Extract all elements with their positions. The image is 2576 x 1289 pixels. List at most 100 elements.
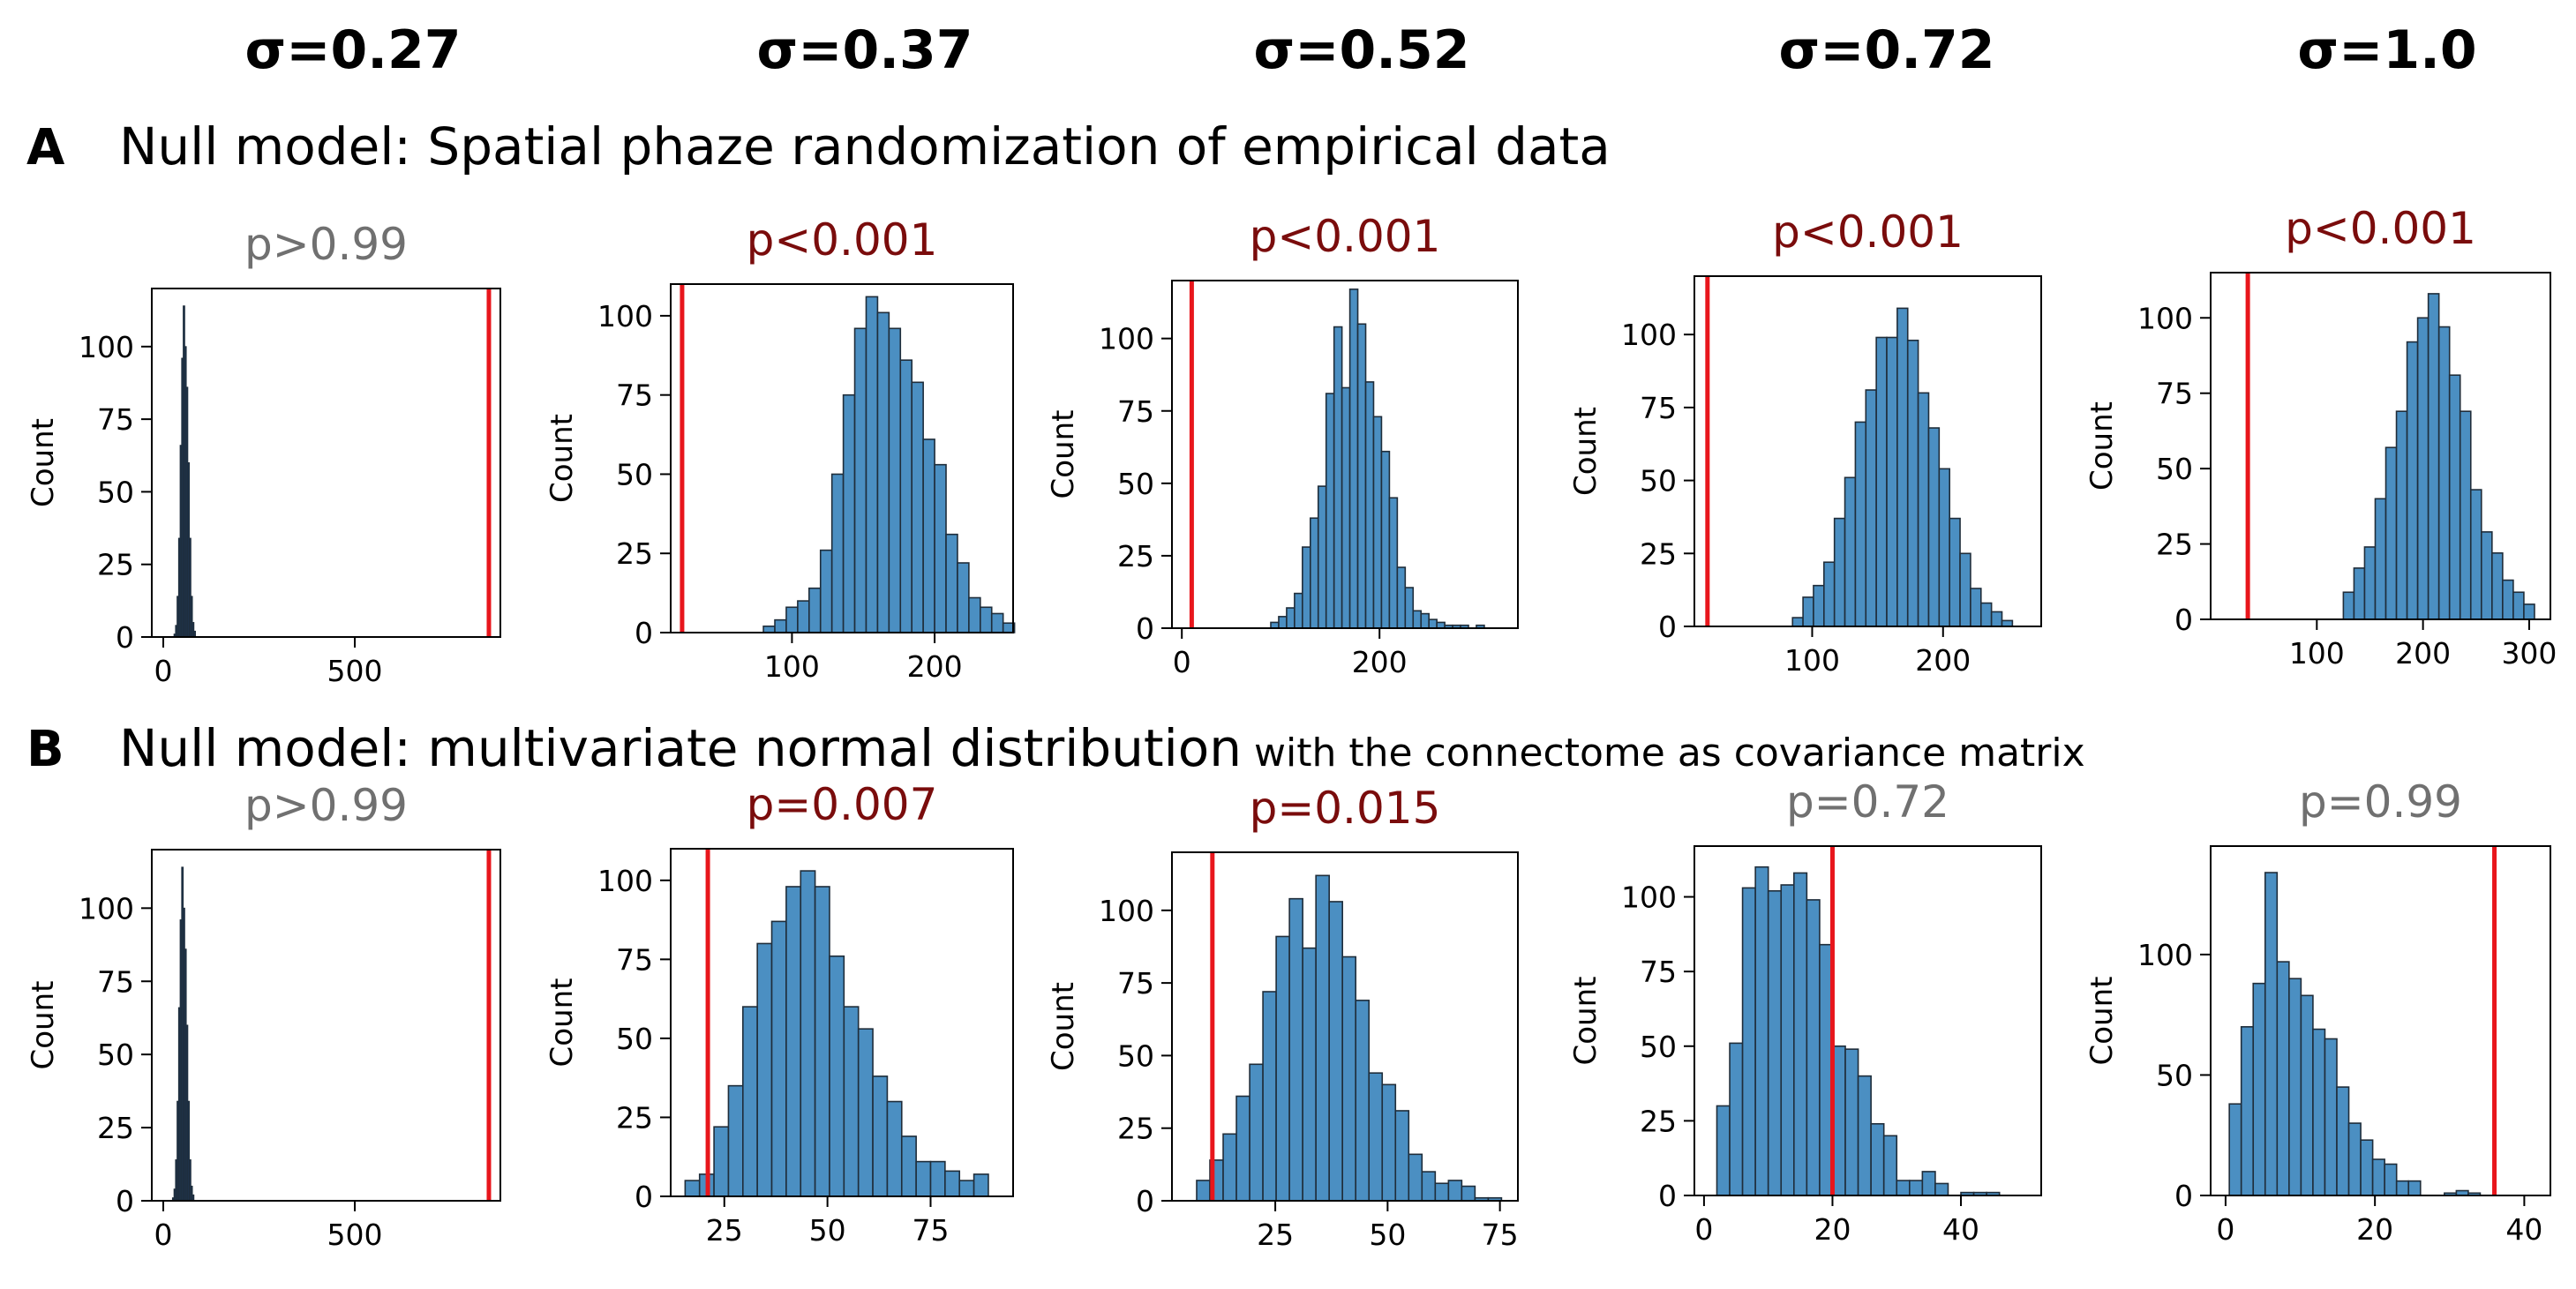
histogram-bar	[2252, 982, 2266, 1196]
y-tick-label: 50	[97, 475, 134, 509]
histogram-bar	[968, 596, 981, 633]
y-tick-label: 25	[97, 548, 134, 582]
x-tick-label: 200	[1915, 643, 1971, 678]
histogram-bar	[2336, 1086, 2350, 1196]
histogram-bar	[1882, 1135, 1898, 1196]
histogram-bar	[800, 870, 816, 1197]
x-tick-label: 40	[2505, 1212, 2542, 1247]
sigma-label: σ=1.0	[2297, 19, 2476, 81]
histogram-bar	[990, 612, 1004, 633]
x-tick-label: 75	[1482, 1218, 1519, 1252]
histogram-bar	[2512, 591, 2525, 620]
plot-frame	[2210, 272, 2551, 620]
plot-frame	[151, 849, 501, 1202]
x-tick-label: 75	[912, 1213, 950, 1248]
histogram-bar	[1979, 602, 1993, 627]
histogram-bar	[1741, 887, 1756, 1196]
histogram-panel: p=0.007 0 25 50 75 100 25 50 75 Count	[544, 779, 1014, 1248]
histogram-bar	[1302, 546, 1311, 629]
y-tick-label: 25	[97, 1111, 134, 1145]
histogram-bar	[2523, 603, 2535, 620]
histogram-bar	[1286, 607, 1296, 629]
sigma-label: σ=0.37	[756, 19, 973, 81]
histogram-bar	[2264, 872, 2279, 1196]
histogram-panel: p=0.015 0 25 50 75 100 25 50 75 Count	[1046, 783, 1519, 1252]
y-axis-label: Count	[1046, 982, 1081, 1071]
histogram-bar	[1396, 566, 1407, 629]
histogram-bar	[2395, 1180, 2410, 1196]
histogram-bar	[2371, 1158, 2385, 1196]
histogram-bar	[1870, 1122, 1885, 1196]
x-tick-label: 0	[154, 654, 173, 688]
y-tick-label: 25	[1640, 1104, 1677, 1138]
y-tick-label: 50	[616, 1022, 653, 1056]
y-tick-label: 25	[616, 1100, 653, 1135]
histogram-bar	[911, 381, 924, 633]
y-tick-label: 50	[1117, 1038, 1154, 1073]
histogram-bar	[785, 606, 799, 633]
y-axis-label: Count	[1046, 410, 1081, 499]
x-tick-label: 20	[1814, 1212, 1851, 1247]
row-a-heading: A Null model: Spatial phaze randomizatio…	[26, 116, 1611, 176]
x-tick-label: 100	[1784, 643, 1840, 678]
histogram-bar	[1302, 947, 1317, 1202]
histogram-bar	[843, 1006, 860, 1197]
histogram-bar	[1421, 1171, 1437, 1202]
histogram-bar	[888, 327, 902, 633]
histogram-bar	[1434, 1182, 1450, 1202]
panel-letter-b: B	[26, 721, 64, 778]
histogram-bar	[1791, 617, 1804, 627]
histogram-panels: p>0.99 0 25 50 75 100 0 50 0 Count p<0.001 0 25 50 75 1…	[26, 203, 2557, 1252]
histogram-bar	[1368, 1072, 1384, 1202]
row-b-title: Null model: multivariate normal distribu…	[119, 718, 2085, 778]
histogram-bar	[944, 1170, 961, 1197]
histogram-bar	[2406, 341, 2419, 620]
y-axis-label: Count	[26, 981, 61, 1070]
histogram-bar	[853, 327, 867, 633]
p-value-label: p<0.001	[747, 214, 938, 266]
y-tick-label: 75	[97, 964, 134, 999]
histogram-bar	[1802, 596, 1814, 627]
histogram-bar	[1729, 1042, 1744, 1196]
y-axis-label: Count	[544, 414, 580, 503]
y-tick-label: 0	[1658, 610, 1677, 644]
x-tick-label: 0	[1694, 1212, 1713, 1247]
histogram-bar	[1388, 497, 1399, 629]
histogram-bar	[1278, 616, 1288, 629]
histogram-bar	[2427, 293, 2440, 620]
histogram-bar	[1875, 336, 1888, 627]
y-tick-label: 0	[635, 616, 653, 650]
histogram-bar	[1328, 901, 1343, 1202]
y-tick-label: 50	[1640, 1030, 1677, 1064]
histogram-bar	[830, 473, 845, 633]
histogram-bar	[1404, 587, 1415, 629]
histogram-bar	[1857, 1075, 1872, 1196]
histogram-bar	[2353, 567, 2366, 620]
histogram-bar	[980, 606, 993, 633]
histogram-bar	[1949, 517, 1961, 627]
row-b-title-main: Null model: multivariate normal distribu…	[119, 718, 1242, 778]
histogram-bar	[2374, 498, 2387, 620]
histogram-bar	[1909, 1180, 1924, 1196]
histogram-bar	[2437, 326, 2451, 620]
histogram-bar	[1288, 897, 1303, 1202]
histogram-bar	[774, 618, 787, 633]
y-axis-label: Count	[1568, 977, 1603, 1066]
histogram-bar	[922, 438, 935, 633]
histogram-bar	[1716, 1105, 1731, 1196]
p-value-label: p>0.99	[244, 219, 408, 270]
panel-letter-a: A	[26, 119, 65, 176]
histogram-bar	[1886, 336, 1898, 627]
histogram-bar	[1196, 1180, 1211, 1202]
y-tick-label: 100	[2137, 301, 2193, 335]
plot-frame	[670, 848, 1014, 1197]
histogram-bar	[1364, 381, 1375, 629]
histogram-bar	[2395, 410, 2408, 620]
histogram-bar	[1754, 866, 1769, 1196]
y-tick-label: 25	[1117, 539, 1154, 573]
x-tick-label: 200	[1352, 645, 1408, 679]
histogram-bar	[1461, 1185, 1476, 1202]
histogram-bar	[762, 626, 776, 633]
histogram-bar	[2491, 552, 2504, 620]
histogram-bar	[1767, 889, 1783, 1196]
